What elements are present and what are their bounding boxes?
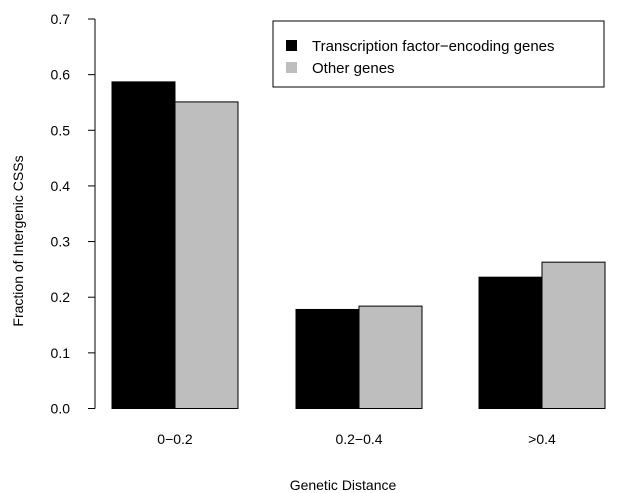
y-tick-label: 0.6 bbox=[51, 67, 71, 83]
bar-other-genes bbox=[541, 261, 606, 409]
bar-other-genes bbox=[174, 101, 239, 409]
x-tick-label: >0.4 bbox=[528, 431, 556, 447]
y-axis-title: Fraction of Intergenic CSSs bbox=[10, 155, 26, 326]
y-tick-label: 0.4 bbox=[51, 178, 71, 194]
bar-other-genes bbox=[358, 305, 423, 410]
y-axis: 0.0 0.1 0.2 0.3 0.4 0.5 0.6 0.7 bbox=[51, 11, 96, 417]
legend-label: Other genes bbox=[312, 60, 395, 77]
legend-label: Transcription factor−encoding genes bbox=[312, 38, 555, 55]
y-tick-label: 0.2 bbox=[51, 289, 71, 305]
y-tick-label: 0.7 bbox=[51, 11, 71, 27]
x-tick-label: 0.2−0.4 bbox=[335, 431, 382, 447]
x-axis-title: Genetic Distance bbox=[290, 477, 397, 493]
legend: Transcription factor−encoding genes Other… bbox=[272, 20, 605, 88]
bars bbox=[111, 81, 606, 410]
y-tick-label: 0.0 bbox=[51, 401, 71, 417]
x-tick-label: 0−0.2 bbox=[157, 431, 193, 447]
legend-swatch bbox=[286, 40, 297, 51]
bar-tf-genes bbox=[478, 276, 543, 409]
bar-tf-genes bbox=[295, 308, 360, 410]
y-tick-label: 0.5 bbox=[51, 122, 71, 138]
y-tick-label: 0.1 bbox=[51, 345, 71, 361]
x-axis-tick-labels: 0−0.2 0.2−0.4 >0.4 bbox=[157, 431, 556, 447]
legend-swatch bbox=[286, 62, 297, 73]
legend-box bbox=[272, 20, 605, 88]
y-tick-label: 0.3 bbox=[51, 234, 71, 250]
bar-tf-genes bbox=[111, 81, 176, 409]
